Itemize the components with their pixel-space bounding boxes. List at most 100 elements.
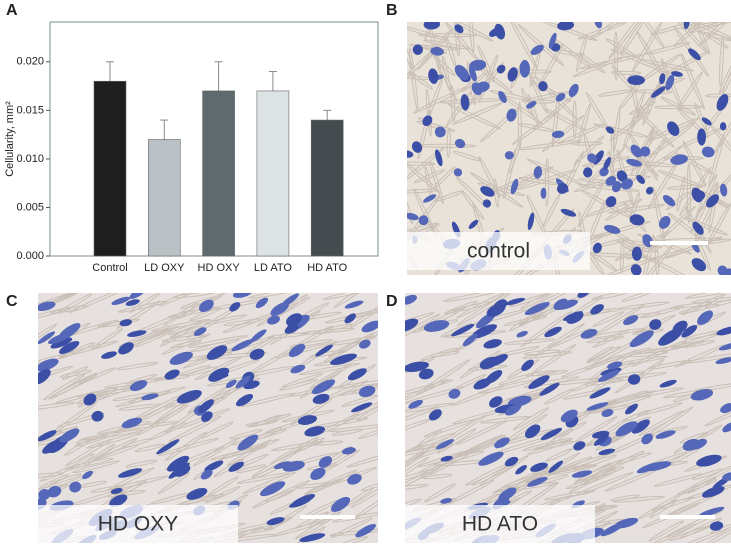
fiber: [168, 319, 209, 336]
fiber: [575, 459, 624, 483]
fiber: [584, 355, 623, 370]
nucleus: [255, 297, 269, 309]
fiber: [544, 158, 550, 207]
nucleus: [697, 128, 707, 146]
nucleus: [471, 82, 483, 96]
nucleus: [603, 157, 611, 171]
fiber: [526, 99, 556, 104]
nucleus: [330, 353, 357, 366]
nucleus: [605, 126, 615, 134]
nucleus: [519, 59, 530, 78]
fiber: [168, 415, 222, 443]
fiber: [341, 394, 378, 408]
nucleus: [691, 258, 707, 272]
fiber: [495, 345, 540, 358]
nucleus: [286, 313, 303, 327]
nucleus: [411, 141, 423, 153]
fiber: [92, 437, 138, 461]
fiber: [532, 464, 596, 476]
nucleus: [626, 158, 643, 167]
fiber: [413, 169, 445, 184]
nucleus: [510, 178, 519, 195]
nucleus: [607, 361, 623, 370]
nucleus: [228, 461, 245, 472]
nucleus: [412, 44, 424, 55]
fiber: [586, 336, 625, 344]
nucleus: [599, 167, 609, 177]
fiber: [523, 349, 561, 356]
fiber: [586, 346, 621, 364]
nucleus: [47, 485, 62, 498]
nucleus: [662, 194, 676, 207]
nucleus: [717, 265, 728, 275]
nucleus: [168, 462, 190, 479]
fiber: [466, 61, 476, 106]
fiber: [492, 466, 550, 495]
fiber: [342, 394, 378, 423]
nucleus: [453, 168, 463, 177]
nucleus: [59, 340, 80, 355]
nucleus: [347, 368, 367, 381]
fiber: [38, 323, 58, 347]
fiber: [437, 428, 477, 454]
fiber: [125, 459, 158, 468]
fiber: [71, 460, 121, 474]
fiber: [204, 485, 241, 504]
nucleus: [629, 330, 654, 348]
nucleus: [631, 246, 642, 261]
fiber: [328, 424, 378, 433]
nucleus: [627, 374, 641, 385]
nucleus: [494, 23, 506, 40]
nucleus: [266, 517, 285, 526]
fiber: [679, 517, 723, 539]
fiber: [304, 469, 358, 495]
nucleus: [688, 48, 701, 61]
nucleus: [119, 319, 133, 327]
fiber: [310, 349, 346, 358]
nucleus: [38, 358, 59, 372]
fiber: [157, 472, 191, 495]
fiber: [251, 479, 311, 509]
fiber: [91, 328, 123, 350]
fiber: [509, 293, 549, 308]
nucleus: [641, 433, 653, 445]
nucleus: [527, 476, 548, 487]
fiber: [622, 409, 651, 422]
nucleus: [644, 461, 672, 472]
nucleus: [589, 387, 611, 399]
nucleus: [478, 451, 504, 466]
fiber: [545, 448, 573, 462]
fiber: [573, 135, 605, 165]
fiber: [651, 496, 694, 512]
nucleus: [422, 115, 433, 127]
fiber: [267, 504, 307, 531]
nucleus: [636, 174, 645, 184]
fiber: [704, 402, 731, 427]
bar: [148, 139, 181, 257]
fiber: [561, 362, 605, 378]
fiber: [74, 429, 127, 448]
nucleus: [408, 399, 423, 409]
fiber: [207, 476, 239, 497]
nucleus: [473, 378, 492, 390]
fiber: [331, 511, 378, 523]
nucleus: [630, 144, 643, 158]
fiber: [682, 463, 731, 494]
nucleus: [690, 389, 714, 401]
fiber: [698, 22, 731, 46]
nucleus: [507, 67, 518, 82]
nucleus: [468, 65, 477, 82]
fiber: [205, 351, 268, 360]
fiber: [710, 521, 731, 534]
y-tick-label: 0.000: [16, 250, 44, 262]
fiber: [495, 413, 548, 450]
nucleus: [282, 460, 305, 472]
nucleus: [480, 186, 495, 197]
fiber: [592, 220, 651, 239]
fiber: [479, 416, 531, 424]
panel-letter: B: [386, 2, 398, 19]
nucleus: [498, 90, 507, 104]
nucleus: [722, 472, 731, 481]
fiber: [692, 22, 711, 55]
fiber: [405, 378, 449, 402]
